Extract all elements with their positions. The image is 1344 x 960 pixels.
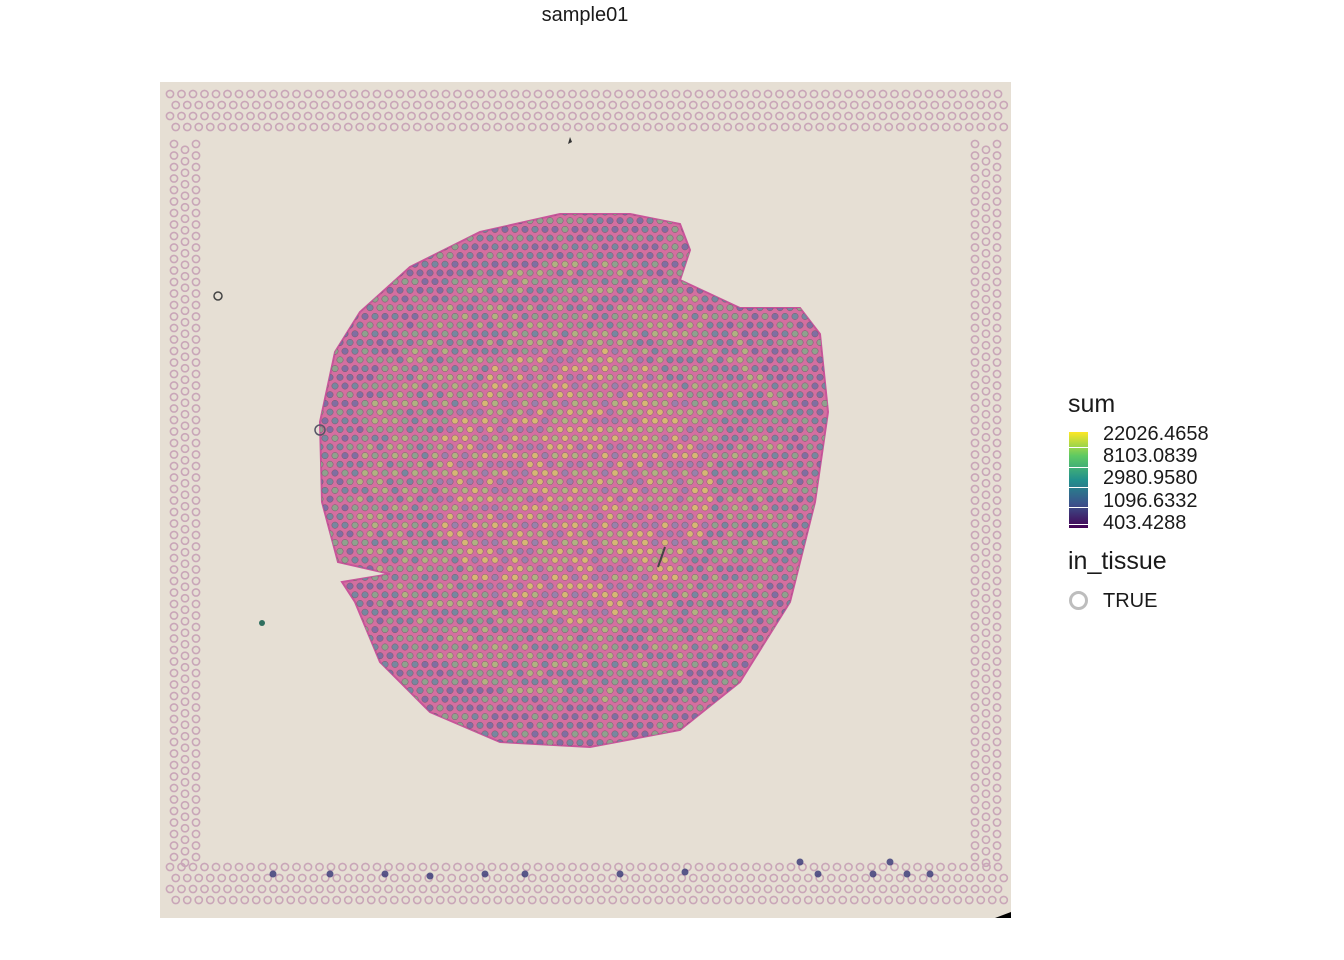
legend-in-tissue-title: in_tissue <box>1068 547 1167 575</box>
colorbar-label-3: 2980.9580 <box>1103 467 1198 489</box>
fiducial-frame <box>165 89 1009 905</box>
colorbar-label-max: 22026.4658 <box>1103 423 1209 445</box>
colorbar-label-4: 1096.6332 <box>1103 490 1198 512</box>
plot-title: sample01 <box>541 4 629 26</box>
legend-in-tissue-key-label: TRUE <box>1103 590 1158 612</box>
colorbar-label-2: 8103.0839 <box>1103 445 1198 467</box>
colorbar <box>1069 432 1088 528</box>
legend-in-tissue-key-circle <box>1069 591 1088 610</box>
colorbar-label-min: 403.4288 <box>1103 512 1187 534</box>
tissue-section-image <box>160 82 1011 918</box>
legend-sum-title: sum <box>1068 390 1116 418</box>
